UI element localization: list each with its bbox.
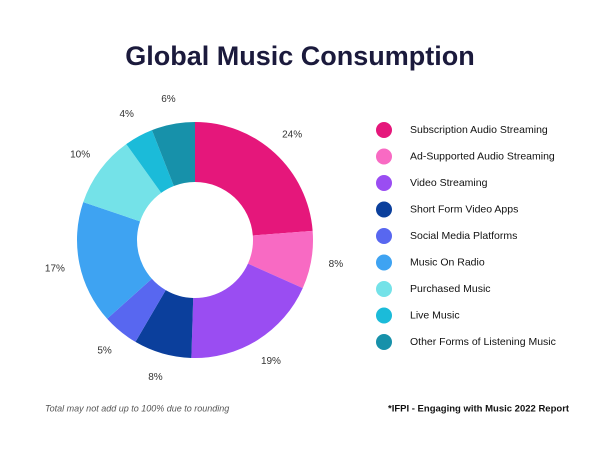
legend-label: Purchased Music [410,283,491,295]
chart-title: Global Music Consumption [125,41,475,71]
legend-label: Subscription Audio Streaming [410,124,548,136]
value-label: 5% [97,345,112,356]
legend-label: Social Media Platforms [410,230,517,242]
legend-marker [376,334,392,350]
legend-label: Other Forms of Listening Music [410,336,556,348]
legend-marker [376,175,392,191]
legend-label: Short Form Video Apps [410,203,518,215]
value-label: 17% [45,263,65,274]
legend-label: Music On Radio [410,256,485,268]
legend-label: Ad-Supported Audio Streaming [410,150,555,162]
slice [191,263,303,358]
legend-label: Video Streaming [410,177,488,189]
slice [195,122,313,236]
slice [107,278,166,342]
legend-marker [376,307,392,324]
source: *IFPI - Engaging with Music 2022 Report [388,404,570,415]
footnote: Total may not add up to 100% due to roun… [45,403,229,413]
legend-marker [376,148,392,165]
slice [247,230,313,289]
slice [83,144,162,222]
slice [126,130,174,193]
legend-marker [376,254,392,271]
slice [151,122,195,186]
value-label: 8% [148,372,163,383]
value-label: 8% [329,259,344,270]
slice [76,202,152,319]
legend-marker [376,201,392,218]
value-label: 19% [261,356,281,367]
legend-marker [376,281,392,297]
slice [135,290,194,358]
value-label: 4% [120,109,135,120]
legend-marker [376,122,392,138]
value-label: 6% [161,94,176,105]
legend-marker [376,228,392,244]
value-label: 10% [70,150,90,161]
value-label: 24% [282,130,302,141]
legend-label: Live Music [410,309,460,321]
